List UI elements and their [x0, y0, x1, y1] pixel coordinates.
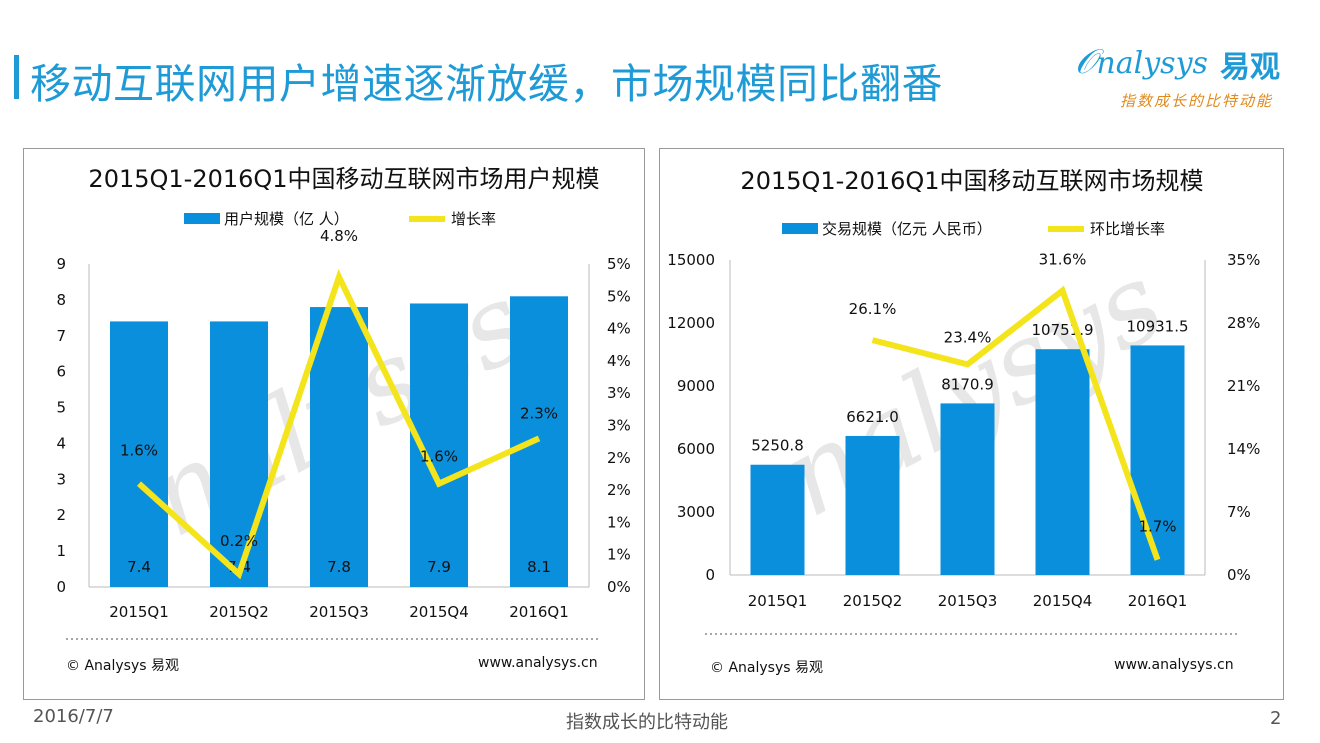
right-axis-tick: 2%: [607, 481, 631, 499]
data-bar: [940, 403, 995, 575]
page-date: 2016/7/7: [33, 706, 114, 727]
legend-bar-swatch: [184, 213, 220, 224]
x-axis-category: 2015Q3: [938, 592, 998, 610]
x-axis-category: 2015Q4: [1033, 592, 1093, 610]
chart-title: 2015Q1-2016Q1中国移动互联网市场规模: [740, 167, 1203, 195]
line-value-label: 26.1%: [849, 300, 897, 318]
right-axis-tick: 1%: [607, 546, 631, 564]
left-axis-tick: 3: [56, 470, 66, 488]
logo-word: 𝒪nalysys: [1075, 42, 1208, 82]
legend-bar-label: 用户规模（亿 人）: [224, 210, 349, 228]
growth-rate-line: [136, 268, 541, 580]
page-number: 2: [1270, 708, 1282, 729]
left-axis-tick: 8: [56, 291, 66, 309]
legend-line-label: 环比增长率: [1090, 220, 1165, 238]
x-axis-category: 2015Q4: [409, 603, 469, 621]
data-bar: [845, 435, 900, 575]
bar-value-label: 8170.9: [941, 375, 994, 393]
left-axis-tick: 6: [56, 363, 66, 381]
title-accent-bar: [14, 55, 19, 99]
bar-value-label: 6621.0: [846, 408, 899, 426]
line-value-label: 23.4%: [944, 328, 992, 346]
right-axis-tick: 5%: [607, 255, 631, 273]
right-axis-tick: 4%: [607, 352, 631, 370]
right-axis-tick: 4%: [607, 320, 631, 338]
right-axis-tick: 1%: [607, 513, 631, 531]
left-axis-tick: 9: [56, 255, 66, 273]
line-value-label: 1.6%: [420, 448, 458, 466]
page-slogan: 指数成长的比特动能: [566, 712, 728, 733]
left-axis-tick: 4: [56, 434, 66, 452]
line-value-label: 2.3%: [520, 404, 558, 422]
right-axis-tick: 7%: [1227, 503, 1251, 521]
x-axis-category: 2015Q2: [209, 603, 269, 621]
bar-value-label: 7.4: [127, 558, 151, 576]
x-axis-category: 2015Q1: [109, 603, 169, 621]
right-axis-tick: 28%: [1227, 314, 1260, 332]
left-axis-tick: 6000: [677, 440, 715, 458]
market-scale-chart-panel: nalysys 2015Q1-2016Q1中国移动互联网市场规模 交易规模（亿元 人…: [659, 148, 1284, 700]
right-axis-tick: 0%: [607, 578, 631, 596]
line-value-label: 4.8%: [320, 227, 358, 245]
left-axis-tick: 2: [56, 506, 66, 524]
legend-bar-swatch: [782, 223, 818, 234]
left-axis-tick: 7: [56, 327, 66, 345]
bar-value-label: 7.8: [327, 558, 351, 576]
x-axis-category: 2015Q3: [309, 603, 369, 621]
data-bar: [210, 321, 268, 587]
line-value-label: 1.7%: [1138, 518, 1176, 536]
growth-rate-line: [871, 285, 1161, 561]
right-axis-tick: 0%: [1227, 566, 1251, 584]
left-axis-tick: 12000: [667, 314, 715, 332]
right-axis-tick: 14%: [1227, 440, 1260, 458]
bar-value-label: 8.1: [527, 558, 551, 576]
bar-value-label: 7.9: [427, 558, 451, 576]
user-scale-chart: nalysys2015Q1-2016Q1中国移动互联网市场用户规模用户规模（亿 …: [56, 165, 631, 640]
line-value-label: 31.6%: [1039, 251, 1087, 269]
copyright-text: © Analysys 易观: [66, 658, 179, 674]
data-bar: [110, 321, 168, 587]
right-axis-tick: 21%: [1227, 377, 1260, 395]
data-bar: [1035, 349, 1090, 575]
right-axis-tick: 3%: [607, 384, 631, 402]
legend-line-label: 增长率: [451, 210, 496, 228]
right-axis-tick: 3%: [607, 417, 631, 435]
x-axis-category: 2015Q1: [748, 592, 808, 610]
left-axis-tick: 5: [56, 399, 66, 417]
logo-slogan: 指数成长的比特动能: [1120, 92, 1274, 110]
right-axis-tick: 2%: [607, 449, 631, 467]
line-value-label: 1.6%: [120, 442, 158, 460]
website-text: www.analysys.cn: [478, 655, 598, 671]
left-axis-tick: 9000: [677, 377, 715, 395]
x-axis-category: 2015Q2: [843, 592, 903, 610]
data-bar: [1130, 345, 1185, 575]
x-axis-category: 2016Q1: [1128, 592, 1188, 610]
right-axis-tick: 35%: [1227, 251, 1260, 269]
bar-value-label: 10751.9: [1031, 321, 1093, 339]
legend-bar-label: 交易规模（亿元 人民币）: [822, 220, 992, 238]
chart-title: 2015Q1-2016Q1中国移动互联网市场用户规模: [88, 165, 599, 193]
data-bar: [750, 464, 805, 575]
line-value-label: 0.2%: [220, 532, 258, 550]
logo-cn: 易观: [1220, 50, 1280, 85]
left-axis-tick: 0: [705, 566, 715, 584]
left-axis-tick: 3000: [677, 503, 715, 521]
website-text: www.analysys.cn: [1114, 657, 1234, 673]
data-bar: [310, 307, 368, 587]
bar-value-label: 5250.8: [751, 437, 804, 455]
left-axis-tick: 0: [56, 578, 66, 596]
page-title: 移动互联网用户增速逐渐放缓，市场规模同比翻番: [30, 60, 943, 108]
left-axis-tick: 1: [56, 542, 66, 560]
copyright-text: © Analysys 易观: [710, 660, 823, 676]
left-axis-tick: 15000: [667, 251, 715, 269]
right-axis-tick: 5%: [607, 287, 631, 305]
user-scale-chart-panel: nalysys2015Q1-2016Q1中国移动互联网市场用户规模用户规模（亿 …: [23, 148, 645, 700]
bar-value-label: 10931.5: [1126, 317, 1188, 335]
analysys-logo: 𝒪nalysys 易观 指数成长的比特动能: [1075, 42, 1305, 112]
x-axis-category: 2016Q1: [509, 603, 569, 621]
